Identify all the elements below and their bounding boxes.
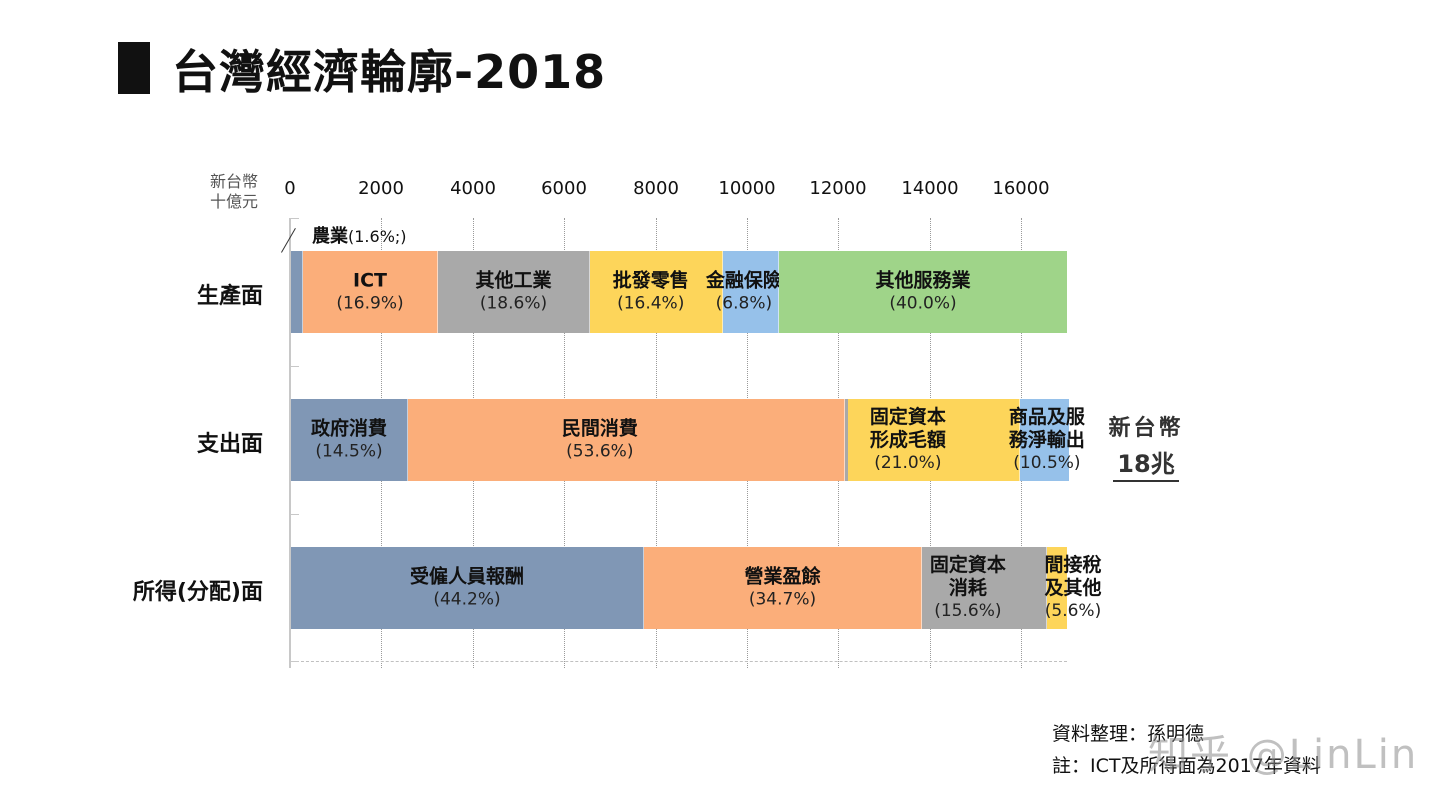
total-amount: 18兆 — [1113, 444, 1179, 482]
y-axis-tick — [289, 514, 299, 515]
segment-pct: (40.0%) — [889, 293, 957, 314]
segment-pct: (1.6%;) — [348, 227, 407, 246]
source-notes: 資料整理：孫明德 註：ICT及所得面為2017年資料 — [1052, 718, 1321, 782]
y-axis-tick — [289, 218, 299, 219]
y-axis-line — [289, 218, 291, 668]
row-label-income: 所得(分配)面 — [132, 580, 263, 605]
segment-pct: (34.7%) — [748, 589, 817, 610]
axis-unit-label: 新台幣 十億元 — [196, 172, 258, 212]
row-label-expenditure: 支出面 — [196, 432, 263, 457]
segment-inventory-change — [845, 399, 848, 481]
segment-pct: (21.0%) — [874, 453, 942, 473]
segment-name: 政府消費 — [310, 417, 388, 440]
segment-pct: (15.6%) — [934, 601, 1002, 621]
segment-pct: (5.6%) — [1044, 601, 1102, 621]
segment-name: 營業盈餘 — [744, 565, 821, 588]
segment-name: 農業 — [312, 226, 348, 247]
segment-private-consumption: 民間消費 (53.6%) — [408, 399, 845, 481]
x-tick: 16000 — [992, 178, 1050, 199]
bar-expenditure: 政府消費 (14.5%) 民間消費 (53.6%) 固定資本 形成毛額 (21.… — [291, 399, 1085, 481]
segment-operating-surplus: 營業盈餘 (34.7%) — [644, 547, 922, 629]
x-tick: 0 — [284, 178, 296, 199]
segment-indirect-tax: 間接稅 及其他 (5.6%) — [1044, 547, 1102, 629]
y-axis-tick — [289, 366, 299, 367]
unit-line-1: 新台幣 — [209, 172, 258, 191]
segment-fixed-capital-consumption: 固定資本 消耗 (15.6%) — [922, 547, 1047, 629]
segment-name-line-2: 形成毛額 — [869, 429, 946, 451]
segment-pct: (53.6%) — [566, 441, 634, 462]
segment-name-line-1: 商品及服 — [1008, 406, 1085, 428]
segment-name-line-1: 固定資本 — [869, 406, 946, 428]
segment-name-line-2: 消耗 — [948, 577, 987, 599]
segment-name: ICT — [353, 269, 387, 292]
segment-name-line-1: 固定資本 — [929, 554, 1006, 576]
segment-pct: (16.4%) — [617, 293, 685, 314]
y-axis-tick — [289, 661, 299, 662]
segment-name: 其他服務業 — [875, 269, 971, 292]
unit-line-2: 十億元 — [209, 192, 258, 211]
x-tick: 10000 — [718, 178, 776, 199]
segment-government-consumption: 政府消費 (14.5%) — [291, 399, 408, 481]
segment-pct: (18.6%) — [479, 293, 548, 314]
segment-other-services: 其他服務業 (40.0%) — [779, 251, 1067, 333]
segment-other-industry: 其他工業 (18.6%) — [438, 251, 590, 333]
segment-finance-insurance: 金融保險 (6.8%) — [706, 251, 782, 333]
x-tick: 2000 — [358, 178, 404, 199]
segment-name: 民間消費 — [561, 417, 638, 440]
x-tick: 14000 — [901, 178, 959, 199]
segment-employee-compensation: 受僱人員報酬 (44.2%) — [291, 547, 644, 629]
segment-ict: ICT (16.9%) — [303, 251, 438, 333]
segment-name: 金融保險 — [705, 269, 782, 292]
total-annotation: 新台幣 18兆 — [1104, 410, 1188, 482]
x-tick: 6000 — [541, 178, 587, 199]
segment-pct: (6.8%) — [715, 293, 773, 314]
x-tick: 12000 — [809, 178, 867, 199]
x-tick: 4000 — [450, 178, 496, 199]
segment-wholesale-retail: 批發零售 (16.4%) — [590, 251, 723, 333]
segment-name: 批發零售 — [612, 269, 689, 292]
segment-agriculture — [291, 251, 303, 333]
segment-pct: (14.5%) — [315, 441, 383, 462]
segment-pct: (16.9%) — [336, 293, 404, 314]
segment-pct: (10.5%) — [1013, 453, 1081, 473]
agriculture-label: 農業(1.6%;) — [312, 222, 407, 248]
total-currency: 新台幣 — [1108, 416, 1184, 441]
bar-production: ICT (16.9%) 其他工業 (18.6%) 批發零售 (16.4%) 金融… — [291, 251, 1067, 333]
source-credit: 資料整理：孫明德 — [1052, 723, 1205, 745]
segment-name-line-2: 務淨輸出 — [1008, 429, 1085, 451]
segment-pct: (44.2%) — [433, 589, 501, 610]
segment-name: 其他工業 — [475, 269, 552, 292]
segment-net-exports: 商品及服 務淨輸出 (10.5%) — [1009, 399, 1085, 481]
chart-title: 台灣經濟輪廓-2018 — [172, 45, 607, 99]
segment-name-line-1: 間接稅 — [1044, 554, 1102, 576]
watermark: 知乎 @LinLin — [1148, 732, 1419, 778]
title-bullet — [118, 42, 150, 94]
segment-name: 受僱人員報酬 — [409, 565, 525, 588]
segment-name-line-2: 及其他 — [1044, 577, 1102, 599]
bar-income: 受僱人員報酬 (44.2%) 營業盈餘 (34.7%) 固定資本 消耗 (15.… — [291, 547, 1102, 629]
footnote: 註：ICT及所得面為2017年資料 — [1052, 755, 1321, 777]
row-label-production: 生產面 — [196, 284, 263, 309]
baseline — [291, 661, 1067, 662]
segment-gross-fixed-capital: 固定資本 形成毛額 (21.0%) — [848, 399, 1020, 481]
x-tick: 8000 — [633, 178, 679, 199]
